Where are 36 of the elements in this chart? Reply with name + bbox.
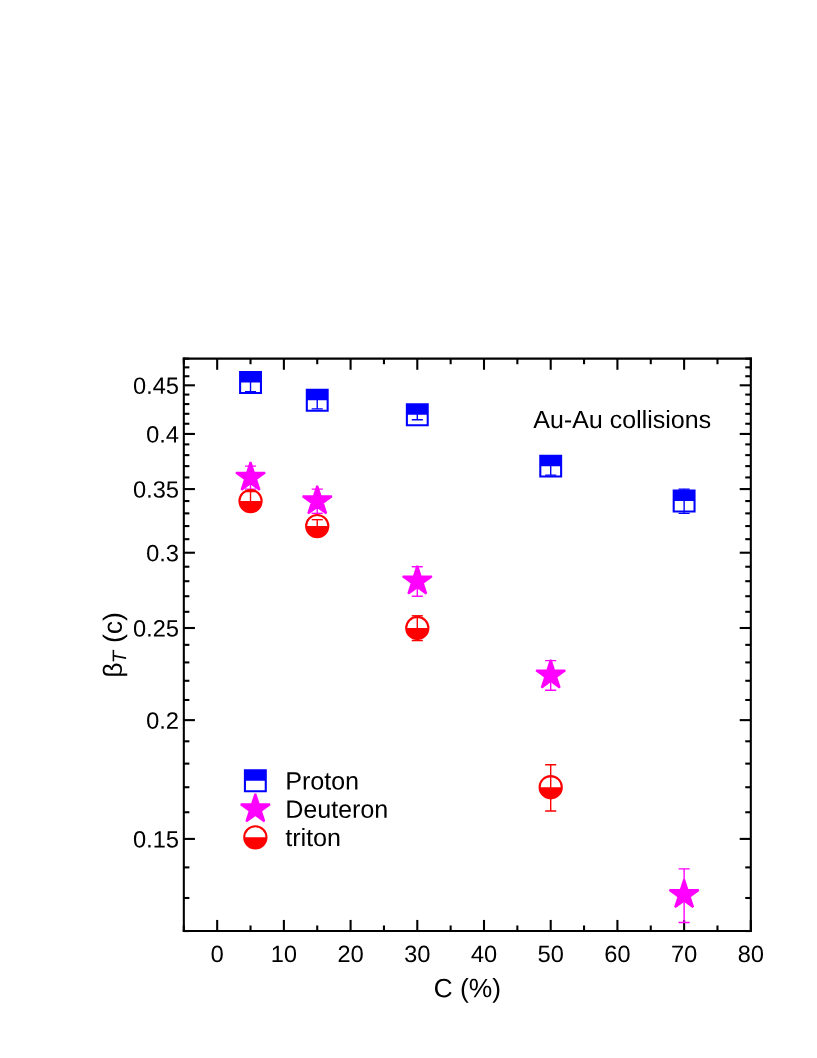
legend-label: Proton — [287, 772, 358, 790]
point — [539, 454, 563, 478]
x-tick-label: 40 — [471, 945, 497, 963]
point — [305, 388, 329, 412]
point — [238, 488, 263, 514]
y-tick-label: 0.25 — [133, 620, 178, 637]
x-axis-title: C (%) — [434, 978, 500, 1003]
point — [405, 403, 429, 427]
x-tick-label: 60 — [605, 945, 630, 963]
y-tick-label: 0.15 — [133, 830, 178, 848]
y-axis-title: β$_{T}$ (c) — [102, 613, 128, 676]
point — [672, 489, 696, 513]
x-tick-label: 10 — [272, 945, 297, 963]
x-tick-label: 30 — [405, 945, 430, 963]
legend-label: triton — [285, 828, 340, 847]
point — [305, 513, 330, 539]
y-tick-label: 0.4 — [147, 426, 179, 443]
y-tick-label: 0.3 — [147, 544, 178, 562]
x-tick-label: 20 — [338, 945, 363, 963]
point — [405, 615, 430, 641]
point — [234, 461, 267, 491]
legend-label: Deuteron — [287, 800, 387, 819]
y-tick-label: 0.2 — [147, 712, 178, 729]
annotation: Au-Au collisions — [533, 409, 711, 429]
point — [668, 878, 700, 909]
point — [239, 371, 262, 395]
point — [538, 775, 563, 800]
x-tick-label: 50 — [538, 945, 563, 963]
point — [535, 658, 567, 689]
x-tick-label: 0 — [211, 945, 223, 963]
y-tick-label: 0.45 — [133, 377, 178, 395]
point — [401, 564, 433, 595]
y-tick-label: 0.35 — [133, 481, 178, 498]
point — [301, 484, 333, 515]
x-tick-label: 80 — [738, 945, 764, 963]
x-tick-label: 70 — [672, 945, 697, 963]
